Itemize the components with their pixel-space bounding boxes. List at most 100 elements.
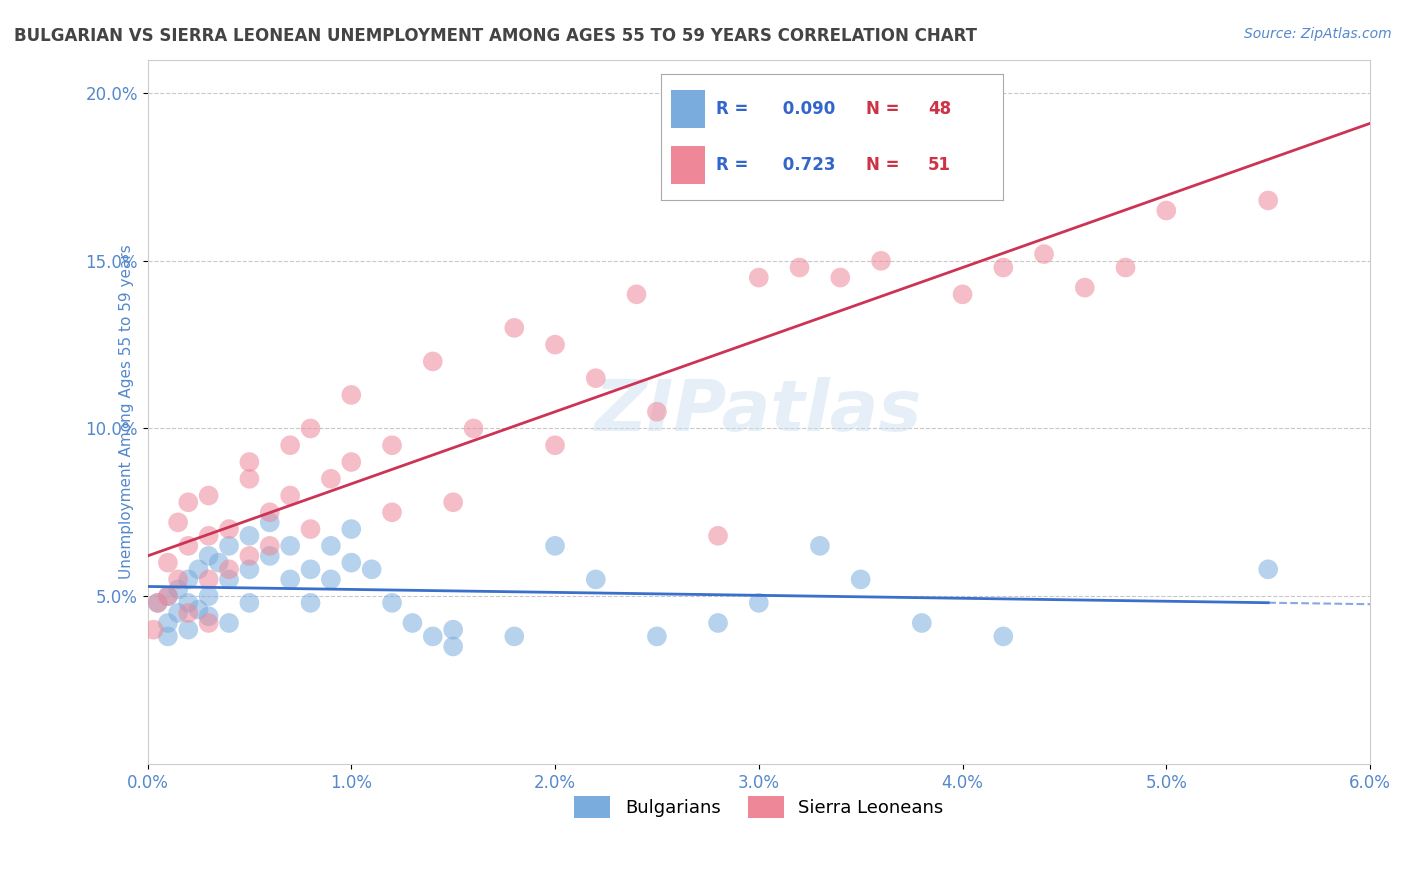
Point	[1033, 247, 1056, 261]
Point	[1156, 203, 1178, 218]
Point	[167, 582, 190, 597]
Point	[340, 522, 363, 536]
Point	[218, 573, 240, 587]
Point	[1257, 194, 1279, 208]
Point	[748, 270, 770, 285]
Legend: Bulgarians, Sierra Leoneans: Bulgarians, Sierra Leoneans	[567, 789, 950, 825]
Point	[849, 573, 872, 587]
Point	[218, 615, 240, 630]
Point	[626, 287, 648, 301]
Point	[259, 516, 281, 530]
Point	[156, 629, 179, 643]
Text: ZIPatlas: ZIPatlas	[595, 377, 922, 446]
Point	[299, 562, 322, 576]
Point	[441, 623, 464, 637]
Point	[830, 270, 852, 285]
Point	[381, 438, 404, 452]
Point	[299, 596, 322, 610]
Point	[1074, 280, 1097, 294]
Point	[993, 629, 1015, 643]
Point	[1257, 562, 1279, 576]
Point	[544, 539, 567, 553]
Point	[208, 556, 231, 570]
Point	[340, 388, 363, 402]
Point	[146, 596, 169, 610]
Point	[177, 596, 200, 610]
Point	[911, 615, 934, 630]
Point	[789, 260, 811, 275]
Point	[585, 573, 607, 587]
Point	[278, 438, 301, 452]
Point	[278, 489, 301, 503]
Point	[441, 495, 464, 509]
Point	[544, 438, 567, 452]
Point	[156, 615, 179, 630]
Point	[142, 623, 165, 637]
Point	[401, 615, 423, 630]
Point	[177, 495, 200, 509]
Point	[167, 516, 190, 530]
Text: Source: ZipAtlas.com: Source: ZipAtlas.com	[1244, 27, 1392, 41]
Point	[197, 549, 219, 563]
Point	[299, 421, 322, 435]
Point	[299, 522, 322, 536]
Point	[218, 562, 240, 576]
Point	[808, 539, 831, 553]
Point	[503, 629, 526, 643]
Point	[238, 549, 260, 563]
Point	[340, 556, 363, 570]
Point	[218, 539, 240, 553]
Point	[259, 539, 281, 553]
Point	[707, 529, 730, 543]
Point	[952, 287, 974, 301]
Point	[197, 615, 219, 630]
Point	[187, 602, 209, 616]
Point	[645, 629, 668, 643]
Point	[319, 539, 342, 553]
Point	[911, 169, 934, 184]
Point	[238, 529, 260, 543]
Point	[381, 596, 404, 610]
Text: BULGARIAN VS SIERRA LEONEAN UNEMPLOYMENT AMONG AGES 55 TO 59 YEARS CORRELATION C: BULGARIAN VS SIERRA LEONEAN UNEMPLOYMENT…	[14, 27, 977, 45]
Point	[238, 562, 260, 576]
Point	[463, 421, 485, 435]
Point	[748, 596, 770, 610]
Point	[319, 472, 342, 486]
Point	[278, 573, 301, 587]
Point	[259, 505, 281, 519]
Point	[177, 573, 200, 587]
Point	[177, 539, 200, 553]
Point	[238, 455, 260, 469]
Point	[156, 589, 179, 603]
Y-axis label: Unemployment Among Ages 55 to 59 years: Unemployment Among Ages 55 to 59 years	[118, 244, 134, 579]
Point	[197, 489, 219, 503]
Point	[197, 609, 219, 624]
Point	[422, 354, 444, 368]
Point	[238, 472, 260, 486]
Point	[197, 529, 219, 543]
Point	[167, 606, 190, 620]
Point	[156, 589, 179, 603]
Point	[177, 606, 200, 620]
Point	[441, 640, 464, 654]
Point	[187, 562, 209, 576]
Point	[1115, 260, 1137, 275]
Point	[360, 562, 382, 576]
Point	[156, 556, 179, 570]
Point	[278, 539, 301, 553]
Point	[544, 337, 567, 351]
Point	[167, 573, 190, 587]
Point	[238, 596, 260, 610]
Point	[340, 455, 363, 469]
Point	[319, 573, 342, 587]
Point	[197, 573, 219, 587]
Point	[707, 615, 730, 630]
Point	[177, 623, 200, 637]
Point	[197, 589, 219, 603]
Point	[381, 505, 404, 519]
Point	[993, 260, 1015, 275]
Point	[218, 522, 240, 536]
Point	[870, 253, 893, 268]
Point	[585, 371, 607, 385]
Point	[645, 405, 668, 419]
